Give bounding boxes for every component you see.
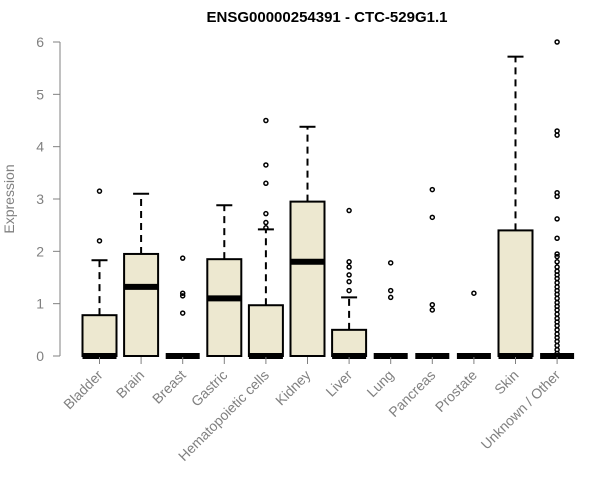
y-axis-title: Expression — [1, 164, 17, 233]
outlier-point — [429, 307, 436, 313]
y-tick-label: 4 — [36, 139, 44, 155]
x-tick-label: Prostate — [432, 367, 480, 415]
y-tick-label: 2 — [36, 243, 44, 259]
outlier-point — [346, 272, 352, 278]
y-tick-label: 0 — [36, 348, 44, 364]
box-hematopoietic-cells — [247, 117, 284, 359]
outlier-point — [554, 128, 560, 134]
iqr-box — [81, 314, 118, 357]
outlier-point — [554, 279, 560, 286]
iqr-box — [331, 328, 368, 358]
x-tick-label: Breast — [149, 367, 189, 407]
outlier-point — [179, 293, 186, 299]
x-tick-label: Lung — [363, 367, 396, 400]
outlier-point — [554, 295, 560, 302]
outlier-point — [179, 290, 186, 296]
outlier-point — [387, 294, 394, 301]
boxes-group — [81, 39, 575, 359]
outlier-point — [554, 311, 560, 317]
y-tick-label: 5 — [36, 86, 44, 102]
x-tick-label: Brain — [113, 367, 147, 401]
outlier-point — [554, 235, 560, 241]
outlier-point — [554, 284, 560, 290]
box-gastric — [206, 204, 243, 357]
outlier-point — [96, 188, 103, 194]
box-liver — [331, 207, 368, 359]
outlier-point — [387, 260, 394, 266]
outlier-point — [554, 253, 560, 260]
outlier-point — [263, 219, 269, 226]
outlier-point — [179, 310, 186, 316]
x-tick-label: Liver — [322, 367, 355, 400]
box-breast — [165, 255, 200, 359]
outlier-point — [346, 207, 352, 214]
outlier-point — [346, 264, 352, 270]
y-axis-ticks: 0 1 2 3 4 5 6 — [36, 34, 60, 364]
outlier-point — [554, 39, 560, 45]
outlier-point — [263, 180, 269, 187]
outlier-point — [554, 251, 560, 257]
box-prostate — [456, 290, 491, 359]
box-lung — [373, 260, 408, 359]
y-tick-label: 3 — [36, 191, 44, 207]
outlier-point — [429, 186, 436, 193]
outlier-point — [346, 287, 352, 294]
outlier-point — [263, 117, 269, 124]
iqr-box — [123, 252, 160, 357]
outlier-point — [554, 315, 560, 322]
outlier-point — [554, 342, 560, 349]
outlier-point — [179, 255, 186, 261]
y-tick-label: 6 — [36, 34, 44, 50]
iqr-box — [497, 229, 534, 357]
box-brain — [123, 192, 160, 357]
box-unknown-other — [540, 39, 575, 359]
outlier-point — [263, 210, 269, 217]
box-bladder — [81, 188, 118, 359]
outlier-point — [263, 225, 269, 231]
outlier-point — [554, 327, 560, 333]
outlier-point — [554, 259, 560, 265]
outlier-point — [554, 216, 560, 222]
outlier-point — [471, 290, 477, 296]
box-skin — [497, 55, 534, 359]
outlier-point — [263, 162, 269, 168]
chart-title: ENSG00000254391 - CTC-529G1.1 — [207, 9, 448, 26]
outlier-point — [554, 299, 560, 306]
x-tick-label: Skin — [491, 367, 522, 398]
outlier-point — [554, 189, 560, 196]
outlier-point — [554, 346, 560, 353]
outlier-point — [554, 132, 560, 138]
x-tick-label: Kidney — [272, 367, 314, 409]
x-tick-label: Unknown / Other — [478, 367, 564, 453]
iqr-box — [206, 258, 243, 357]
outlier-point — [387, 287, 394, 294]
outlier-point — [554, 331, 560, 337]
outlier-point — [554, 268, 560, 274]
x-tick-label: Bladder — [60, 367, 106, 413]
iqr-box — [289, 200, 326, 357]
outlier-point — [96, 238, 103, 244]
outlier-point — [346, 278, 352, 285]
outlier-point — [429, 301, 436, 308]
outlier-point — [346, 259, 352, 265]
outlier-point — [429, 214, 436, 221]
box-kidney — [289, 125, 326, 357]
y-tick-label: 1 — [36, 296, 44, 312]
outlier-point — [554, 264, 560, 270]
iqr-box — [247, 304, 284, 357]
box-pancreas — [415, 186, 450, 359]
